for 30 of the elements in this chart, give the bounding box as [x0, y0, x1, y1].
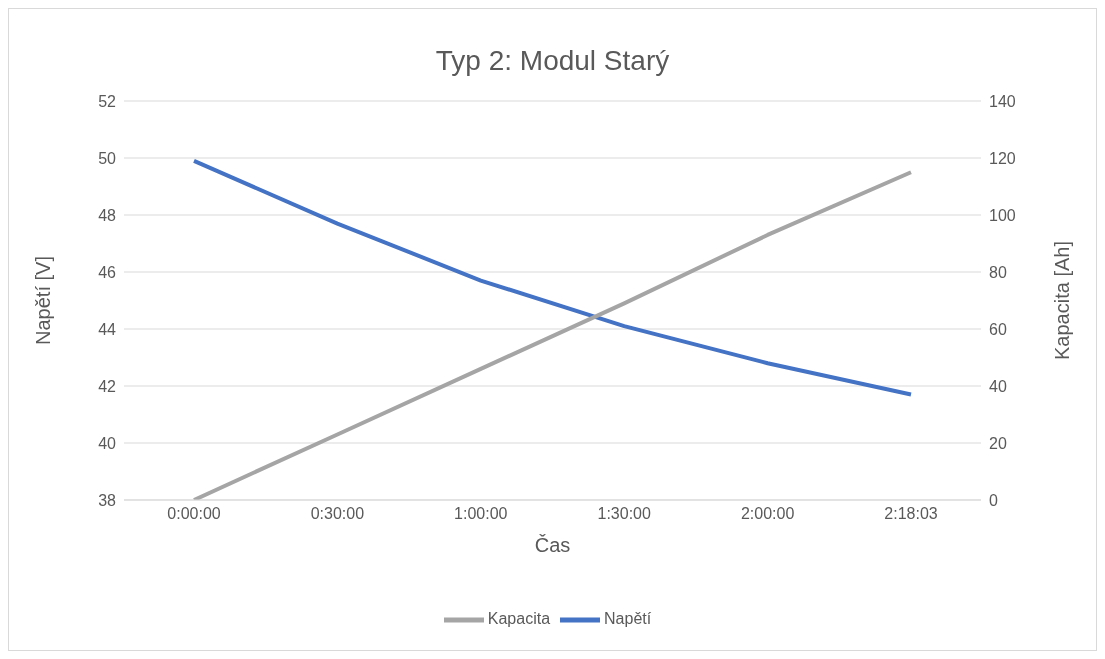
x-tick-label: 1:00:00	[454, 505, 508, 523]
legend-label: Kapacita	[487, 610, 551, 628]
x-axis-title: Čas	[534, 534, 571, 556]
y-tick-label: 42	[98, 377, 117, 395]
y2-tick-label: 60	[989, 320, 1007, 338]
y-tick-label: 50	[98, 149, 117, 167]
line-series	[192, 170, 913, 500]
y2-tick-label: 80	[989, 263, 1007, 281]
y-axis-title: Napětí [V]	[32, 256, 55, 345]
y2-tick-label: 120	[989, 149, 1016, 167]
y2-axis-title: Kapacita [Ah]	[1051, 241, 1074, 360]
y2-tick-label: 100	[989, 206, 1016, 224]
y-tick-label: 38	[98, 491, 117, 509]
y-tick-label: 40	[98, 434, 117, 452]
y-tick-label: 44	[98, 320, 117, 338]
x-tick-label: 2:18:03	[884, 505, 938, 523]
y2-tick-label: 20	[989, 434, 1007, 452]
y-tick-label: 52	[98, 92, 117, 110]
y2-tick-label: 40	[989, 377, 1007, 395]
legend-label: Napětí	[604, 610, 652, 628]
y-tick-label: 46	[98, 263, 117, 281]
line-series	[192, 158, 913, 397]
chart-title: Typ 2: Modul Starý	[434, 45, 671, 78]
x-tick-label: 0:30:00	[310, 505, 365, 523]
y2-tick-label: 0	[989, 491, 998, 509]
x-tick-label: 1:30:00	[597, 505, 651, 523]
y2-tick-label: 140	[989, 92, 1016, 110]
x-tick-label: 2:00:00	[740, 505, 795, 523]
x-tick-label: 0:00:00	[167, 505, 221, 523]
y-tick-label: 48	[98, 206, 117, 224]
